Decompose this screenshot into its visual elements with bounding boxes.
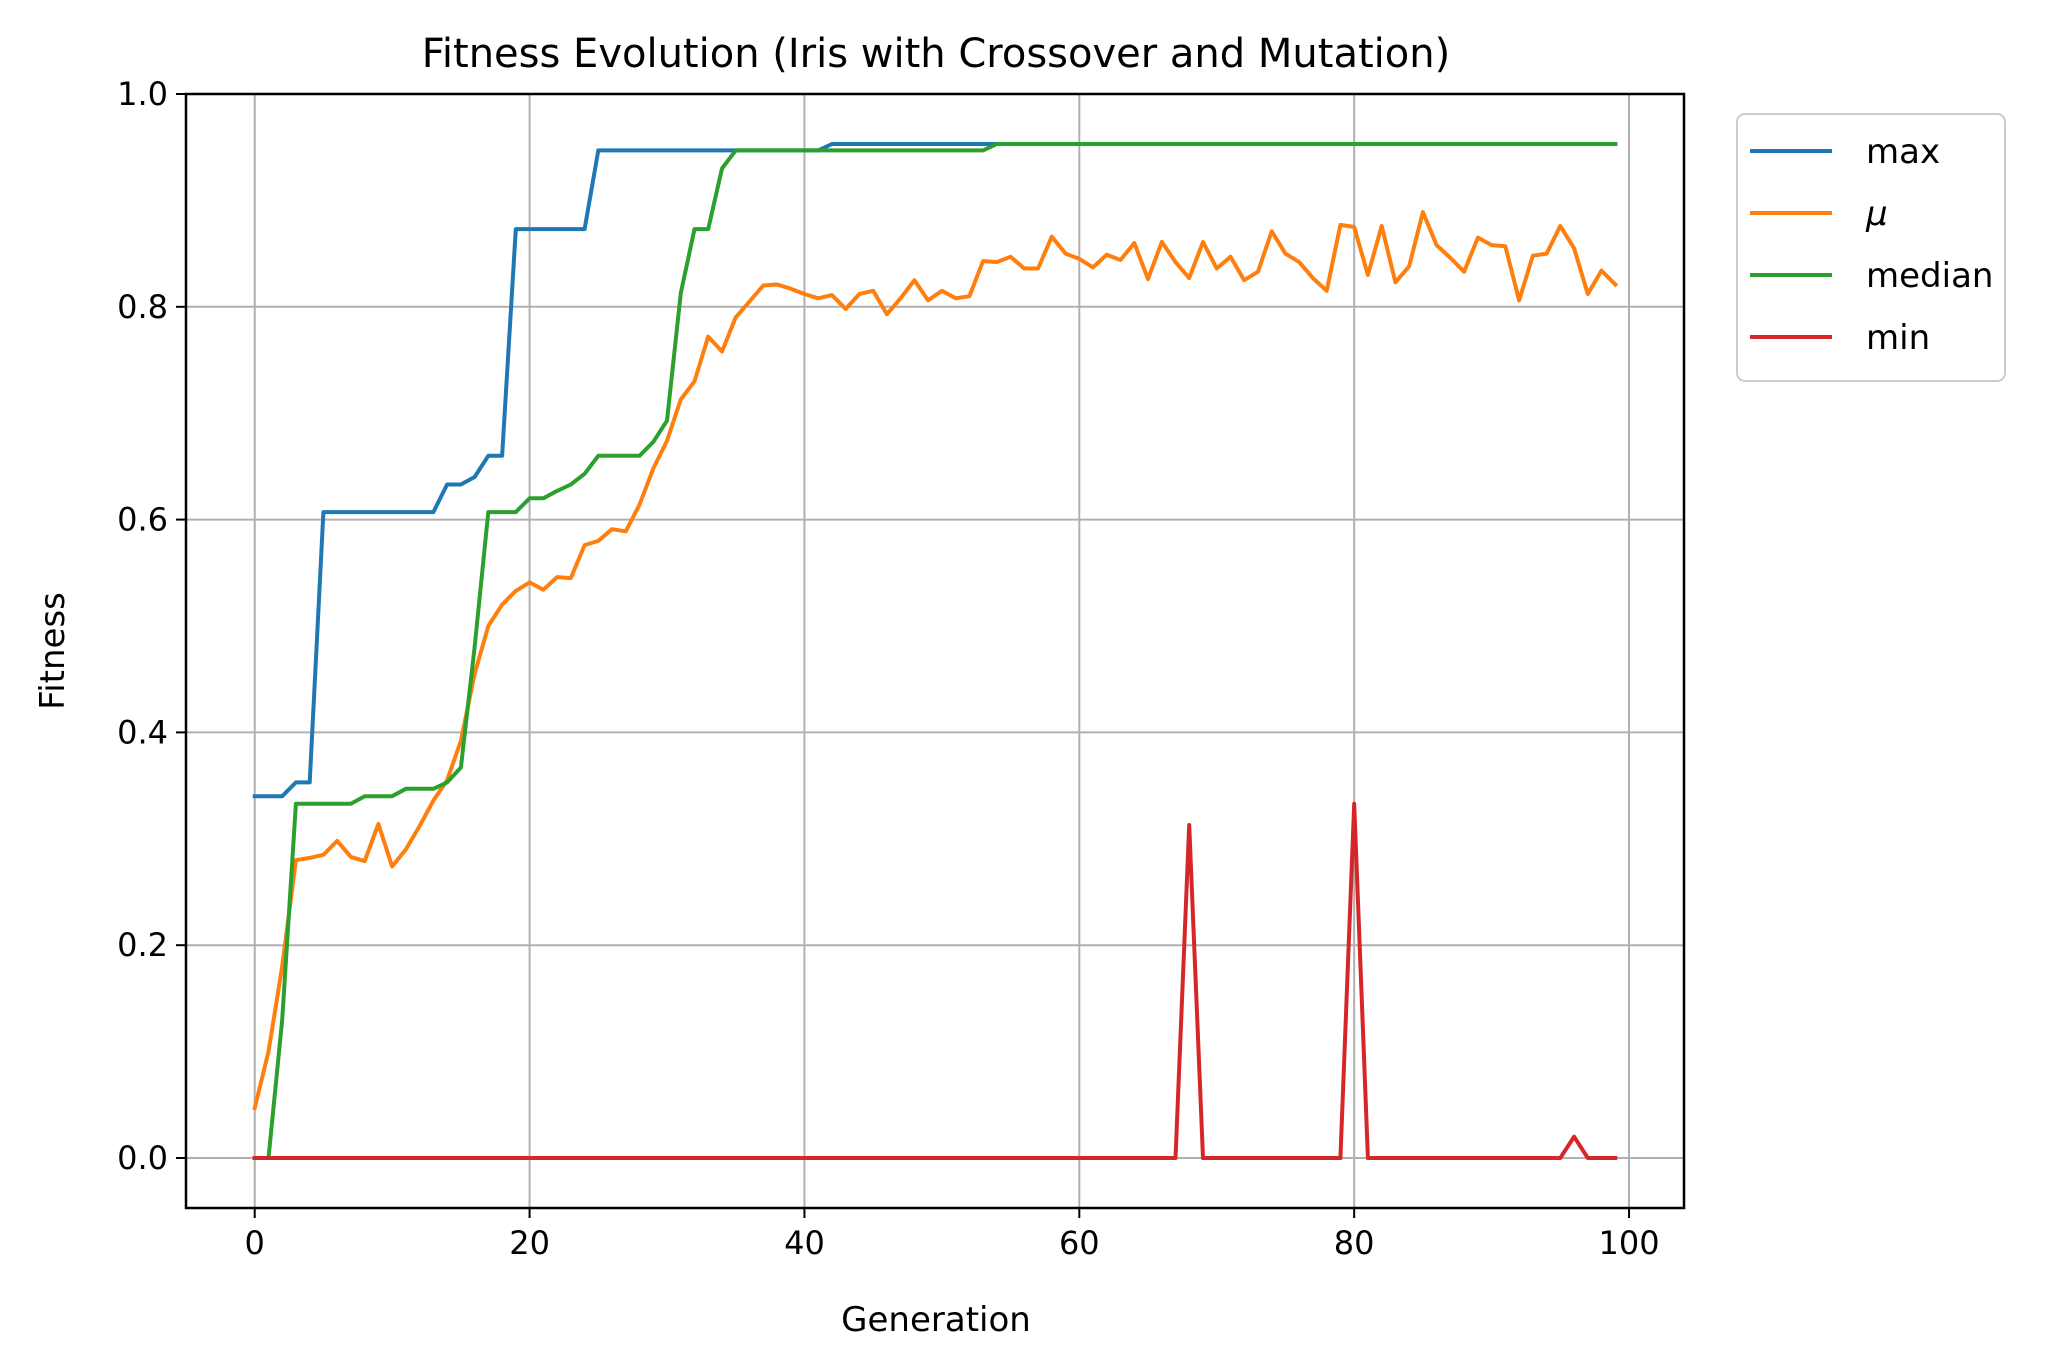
x-tick-label: 80 <box>1334 1224 1375 1262</box>
y-tick-label: 0.2 <box>117 926 168 964</box>
series-line-median <box>252 142 1618 1160</box>
x-axis-title: Generation <box>841 1300 1031 1340</box>
x-tick-label: 20 <box>509 1224 550 1262</box>
y-tick-label: 0.4 <box>117 713 168 751</box>
series-line-mu <box>252 210 1619 1111</box>
y-axis-title: Fitness <box>33 592 73 710</box>
y-axis-ticks: 0.0 0.2 0.4 0.6 0.8 1.0 <box>117 75 186 1177</box>
plot-frame <box>184 92 1686 1210</box>
legend-label-median: median <box>1866 256 1993 296</box>
series-line-min <box>252 801 1618 1160</box>
legend: max μ median min <box>1736 113 2006 382</box>
x-tick-label: 0 <box>245 1224 265 1262</box>
x-tick-label: 60 <box>1059 1224 1100 1262</box>
y-tick-label: 0.8 <box>117 288 168 326</box>
legend-label-min: min <box>1866 318 1930 358</box>
chart-title: Fitness Evolution (Iris with Crossover a… <box>422 31 1450 77</box>
legend-frame <box>1736 113 2006 382</box>
x-tick-label: 100 <box>1598 1224 1659 1262</box>
series-line-max <box>252 142 1618 799</box>
series-lines <box>252 142 1619 1160</box>
legend-items: max μ median min <box>1750 132 1993 358</box>
legend-label-mu: μ <box>1865 194 1888 234</box>
legend-label-max: max <box>1866 132 1940 172</box>
y-tick-label: 0.6 <box>117 501 168 539</box>
x-axis-ticks: 0 20 40 60 80 100 <box>245 1208 1660 1262</box>
x-tick-label: 40 <box>784 1224 825 1262</box>
grid <box>186 93 1684 1208</box>
y-tick-label: 0.0 <box>117 1139 168 1177</box>
y-tick-label: 1.0 <box>117 75 168 113</box>
